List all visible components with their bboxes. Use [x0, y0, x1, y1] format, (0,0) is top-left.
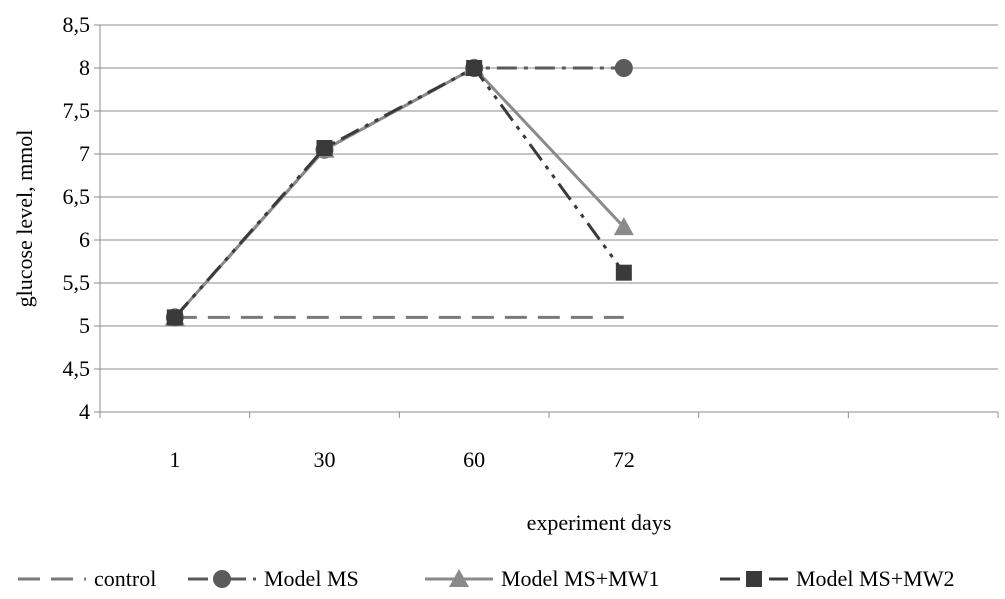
tick-labels: 4 4,5 5 5,5 6 6,5 7 7,5 8 8,5 1 30 60 72: [63, 12, 635, 472]
legend-entry: Model MS+MW1: [425, 566, 659, 591]
y-tick-label: 8: [79, 55, 90, 80]
y-tick-label: 7,5: [63, 98, 91, 123]
legend-marker-circle: [213, 570, 231, 588]
y-tick-label: 6: [79, 227, 90, 252]
legend-marker-triangle: [449, 569, 469, 587]
data-point-triangle: [613, 217, 634, 236]
legend-label: control: [94, 566, 156, 591]
legend-label: Model MS+MW1: [501, 566, 659, 591]
legend-marker-square: [746, 571, 762, 587]
legend-entry: Model MS+MW2: [720, 566, 954, 591]
y-tick-label: 5,5: [63, 270, 91, 295]
y-axis-label: glucose level, mmol: [12, 130, 37, 308]
series-lines: [164, 58, 634, 327]
data-point-square: [466, 60, 483, 76]
series-line: [173, 66, 624, 319]
axes: [94, 24, 999, 418]
x-tick-label: 72: [613, 447, 635, 472]
series-model-ms: [165, 59, 633, 327]
legend-label: Model MS: [264, 566, 359, 591]
data-point-circle: [614, 59, 633, 77]
x-axis-label: experiment days: [527, 510, 672, 535]
y-tick-label: 4,5: [63, 356, 91, 381]
y-tick-label: 5: [79, 313, 90, 338]
data-point-square: [615, 264, 632, 281]
data-point-square: [166, 309, 183, 326]
data-point-square: [316, 139, 333, 156]
legend: control Model MS Model MS+MW1 Model MS+MW2: [18, 566, 954, 591]
series-model-ms-mw2: [166, 60, 632, 326]
x-tick-label: 1: [169, 447, 180, 472]
gridlines: [100, 24, 998, 370]
series-line: [173, 66, 626, 319]
legend-entry: Model MS: [188, 566, 359, 591]
y-tick-label: 7: [79, 141, 90, 166]
x-tick-label: 30: [314, 447, 336, 472]
y-tick-label: 8,5: [63, 12, 91, 37]
series-line: [173, 66, 625, 319]
y-tick-label: 6,5: [63, 184, 91, 209]
legend-entry: control: [18, 566, 156, 591]
y-tick-label: 4: [79, 399, 90, 424]
x-tick-label: 60: [463, 447, 485, 472]
legend-label: Model MS+MW2: [796, 566, 954, 591]
